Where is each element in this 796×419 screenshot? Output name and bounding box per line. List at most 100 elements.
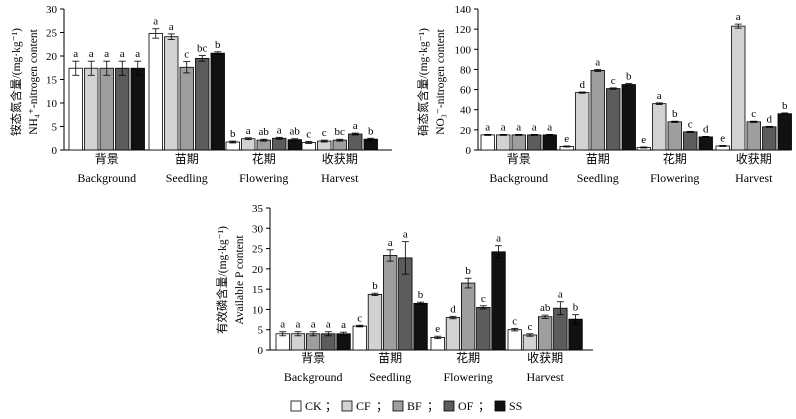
ap-category-en: Flowering — [443, 370, 492, 384]
no3-sig-label: c — [611, 75, 616, 87]
ap-sig-label: c — [481, 293, 486, 305]
ap-ytick-label: 25 — [252, 244, 264, 256]
ap-bar-of — [476, 306, 491, 351]
nh4-sig-label: b — [215, 39, 221, 51]
nh4-sig-label: ab — [259, 126, 270, 138]
ap-category-cn: 花期 — [456, 350, 480, 365]
legend-swatch-ck — [290, 400, 302, 412]
ap-ytick-label: 5 — [258, 325, 264, 337]
nh4-sig-label: a — [353, 120, 358, 132]
no3-sig-label: d — [580, 79, 586, 91]
nh4-bar-of — [348, 133, 363, 151]
no3-bar-ss — [542, 134, 557, 151]
no3-ytick-label: 0 — [466, 145, 472, 157]
nh4-category-en: Seedling — [166, 171, 208, 185]
no3-sig-label: e — [641, 134, 646, 146]
no3-category-en: Flowering — [650, 171, 699, 185]
nh4-ytick-label: 5 — [52, 122, 58, 134]
nh4-sig-label: a — [277, 124, 282, 136]
no3-ylabel-en: NO₃⁻-nitrogen content — [435, 28, 447, 134]
ap-ytick-label: 20 — [252, 264, 264, 276]
no3-ytick-label: 20 — [460, 125, 472, 137]
ap-sig-label: b — [372, 280, 378, 292]
ap-sig-label: c — [357, 312, 362, 324]
legend-label-cf: CF — [356, 399, 371, 413]
no3-category-en: Harvest — [735, 171, 773, 185]
no3-ylabel-cn: 硝态氮含量/(mg·kg⁻¹) — [416, 28, 430, 136]
ap-ylabel-cn: 有效磷含量/(mg·kg⁻¹) — [215, 226, 229, 334]
nh4-category-en: Flowering — [239, 171, 288, 185]
nh4-category-en: Background — [77, 171, 136, 185]
ap-category-cn: 收获期 — [527, 351, 563, 365]
ap-ytick-label: 15 — [252, 284, 264, 296]
nh4-bar-bf — [332, 139, 347, 151]
no3-category-cn: 背景 — [507, 152, 531, 166]
nh4-sig-label: c — [322, 127, 327, 139]
ap-sig-label: ab — [540, 302, 551, 314]
nh4-bar-ss — [287, 139, 302, 151]
ap-ylabel-en: Available P content — [234, 234, 246, 324]
no3-bar-bf — [511, 134, 526, 151]
ap-bar-ss — [336, 333, 351, 351]
no3-sig-label: a — [485, 121, 490, 133]
ap-sig-label: b — [573, 302, 579, 314]
ap-bar-ck — [352, 325, 367, 351]
ap-sig-label: a — [296, 319, 301, 331]
nh4-bar-ck — [148, 33, 163, 151]
ap-sig-label: c — [528, 321, 533, 333]
nh4-bar-of — [272, 137, 287, 151]
no3-category-cn: 收获期 — [736, 152, 772, 166]
ap-category-en: Seedling — [369, 370, 411, 384]
ap-bar-bf — [460, 282, 476, 351]
ap-bar-of — [321, 333, 336, 351]
no3-bar-cf — [496, 134, 511, 151]
no3-bar-bf — [590, 70, 605, 151]
nh4-sig-label: a — [73, 48, 78, 60]
nh4-category-cn: 花期 — [252, 151, 276, 166]
nh4-bar-cf — [84, 67, 99, 151]
nh4-bar-bf — [256, 139, 271, 151]
no3-sig-label: c — [751, 108, 756, 120]
ap-bar-ck — [430, 337, 445, 351]
nh4-sig-label: a — [89, 48, 94, 60]
legend-separator: ； — [427, 399, 439, 413]
no3-ytick-label: 60 — [460, 85, 472, 97]
nh4-bar-ss — [130, 67, 145, 151]
nh4-category-en: Harvest — [321, 171, 359, 185]
no3-sig-label: c — [688, 118, 693, 130]
ap-category-cn: 背景 — [301, 351, 325, 365]
ap-ytick-label: 10 — [252, 304, 264, 316]
no3-bar-ss — [777, 113, 792, 151]
no3-sig-label: a — [532, 121, 537, 133]
nh4-sig-label: ab — [290, 126, 301, 138]
no3-bar-ss — [621, 84, 636, 151]
nh4-sig-label: a — [153, 16, 158, 28]
nh4-bar-bf — [99, 67, 114, 151]
no3-ytick-label: 100 — [455, 44, 472, 56]
no3-sig-label: d — [703, 123, 709, 135]
ap-bar-ck — [275, 333, 290, 351]
nh4-ytick-label: 20 — [46, 51, 58, 63]
legend-swatch-ss — [494, 400, 506, 412]
no3-bar-cf — [575, 92, 590, 151]
nh4-bar-cf — [164, 36, 179, 151]
no3-ytick-label: 40 — [460, 105, 472, 117]
nh4-sig-label: c — [184, 49, 189, 61]
legend-swatch-bf — [392, 400, 404, 412]
nh4-category-cn: 苗期 — [175, 152, 199, 166]
nh4-bar-cf — [241, 138, 256, 151]
no3-bar-of — [762, 126, 777, 151]
no3-sig-label: e — [564, 133, 569, 145]
nh4-category-cn: 背景 — [95, 152, 119, 166]
ap-category-en: Background — [284, 370, 343, 384]
no3-sig-label: b — [782, 100, 788, 112]
ap-bar-ss — [491, 251, 506, 351]
ap-bar-cf — [445, 317, 461, 351]
nh4-sig-label: a — [120, 48, 125, 60]
ap-sig-label: a — [496, 233, 501, 245]
nh4-ylabel-en: NH₄⁺-nitrogen content — [28, 28, 40, 134]
nh4-sig-label: c — [306, 129, 311, 141]
nh4-sig-label: bc — [335, 126, 346, 138]
legend-label-ss: SS — [509, 399, 522, 413]
